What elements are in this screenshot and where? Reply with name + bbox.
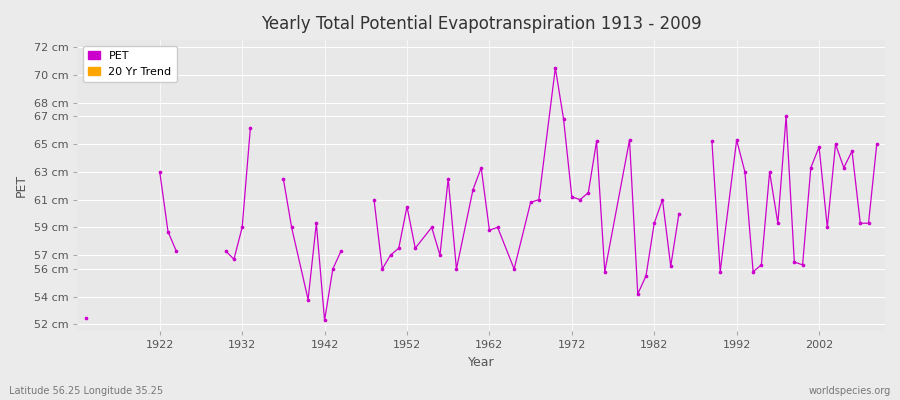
Point: [301, 296, 315, 303]
Point: [631, 291, 645, 297]
Point: [449, 266, 464, 272]
Point: [441, 176, 455, 182]
Point: [730, 137, 744, 143]
Point: [622, 137, 636, 143]
Point: [524, 199, 538, 206]
Point: [796, 262, 810, 268]
Point: [375, 266, 390, 272]
Point: [243, 124, 257, 131]
Point: [778, 113, 793, 120]
Point: [713, 268, 727, 275]
Point: [400, 203, 414, 210]
X-axis label: Year: Year: [468, 356, 494, 369]
Point: [227, 256, 241, 262]
Point: [828, 141, 842, 147]
Point: [433, 252, 447, 258]
Point: [738, 169, 752, 175]
Point: [639, 273, 653, 279]
Point: [853, 220, 868, 226]
Y-axis label: PET: PET: [15, 174, 28, 197]
Legend: PET, 20 Yr Trend: PET, 20 Yr Trend: [83, 46, 177, 82]
Point: [219, 248, 233, 254]
Point: [590, 138, 604, 144]
Point: [284, 224, 299, 230]
Point: [392, 245, 406, 251]
Point: [647, 220, 662, 226]
Point: [770, 220, 785, 226]
Point: [491, 224, 505, 230]
Point: [334, 248, 348, 254]
Point: [556, 116, 571, 122]
Title: Yearly Total Potential Evapotranspiration 1913 - 2009: Yearly Total Potential Evapotranspiratio…: [261, 15, 701, 33]
Point: [235, 224, 249, 230]
Point: [655, 196, 670, 203]
Point: [581, 190, 596, 196]
Point: [425, 224, 439, 230]
Point: [318, 317, 332, 324]
Point: [845, 148, 859, 154]
Point: [812, 144, 826, 150]
Point: [309, 220, 323, 226]
Point: [869, 141, 884, 147]
Text: worldspecies.org: worldspecies.org: [809, 386, 891, 396]
Point: [820, 224, 834, 230]
Point: [837, 164, 851, 171]
Point: [788, 259, 802, 265]
Point: [276, 176, 291, 182]
Point: [754, 262, 769, 268]
Point: [564, 194, 579, 200]
Point: [169, 248, 184, 254]
Point: [804, 164, 818, 171]
Point: [705, 138, 719, 144]
Point: [573, 196, 588, 203]
Point: [408, 245, 422, 251]
Point: [383, 252, 398, 258]
Point: [326, 266, 340, 272]
Point: [482, 227, 497, 233]
Text: Latitude 56.25 Longitude 35.25: Latitude 56.25 Longitude 35.25: [9, 386, 163, 396]
Point: [861, 220, 876, 226]
Point: [465, 187, 480, 193]
Point: [367, 196, 382, 203]
Point: [532, 196, 546, 203]
Point: [762, 169, 777, 175]
Point: [548, 65, 562, 71]
Point: [663, 263, 678, 270]
Point: [598, 268, 612, 275]
Point: [161, 228, 176, 235]
Point: [474, 164, 489, 171]
Point: [507, 266, 521, 272]
Point: [671, 210, 686, 217]
Point: [78, 314, 93, 321]
Point: [152, 169, 166, 175]
Point: [746, 268, 760, 275]
